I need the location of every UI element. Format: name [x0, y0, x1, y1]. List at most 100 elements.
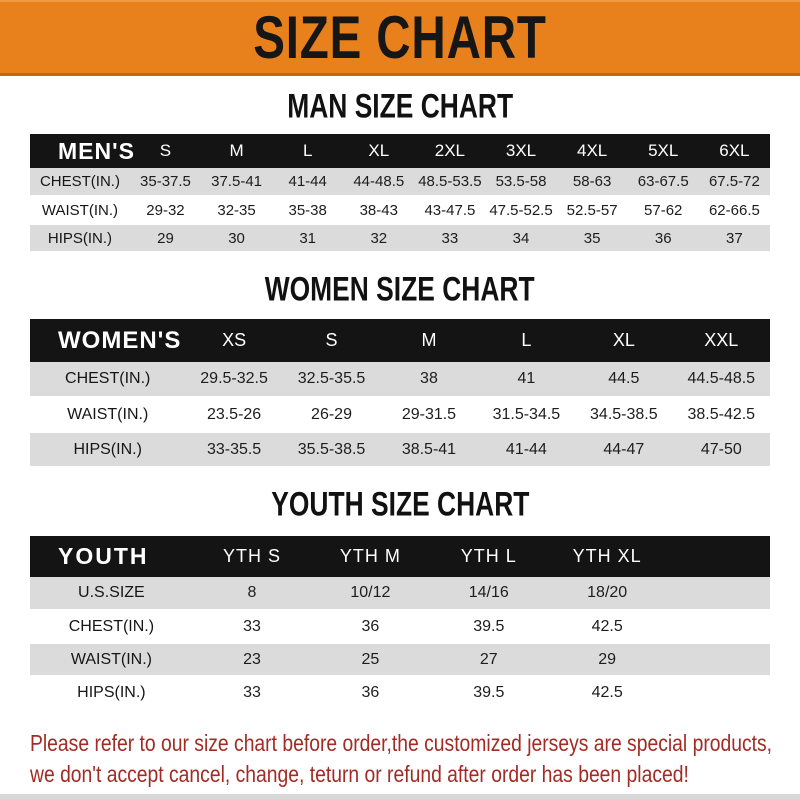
cell: 58-63: [556, 168, 628, 197]
cell: 38-43: [343, 196, 415, 225]
youth-col-header: YTH M: [311, 536, 430, 577]
spacer-cell: [666, 643, 770, 677]
cell: 32-35: [201, 196, 273, 225]
cell: 36: [311, 610, 430, 644]
cell: 26-29: [282, 397, 381, 433]
disclaimer: Please refer to our size chart before or…: [30, 728, 800, 790]
women-col-header: L: [477, 319, 576, 362]
cell: 42.5: [547, 610, 667, 644]
cell: 18/20: [547, 577, 667, 611]
cell: 23: [192, 643, 312, 677]
table-row: CHEST(IN.) 29.5-32.5 32.5-35.5 38 41 44.…: [30, 362, 770, 398]
cell: 39.5: [429, 610, 548, 644]
row-label: WAIST(IN.): [30, 643, 193, 677]
cell: 29: [547, 643, 667, 677]
cell: 32.5-35.5: [282, 362, 381, 398]
cell: 41-44: [272, 168, 344, 197]
men-col-header: 6XL: [698, 134, 770, 168]
row-label: HIPS(IN.): [30, 432, 186, 468]
cell: 47-50: [672, 432, 770, 468]
section-women: WOMEN SIZE CHART WOMEN'S XS S M L XL XXL: [0, 269, 800, 468]
cell: 33: [414, 224, 486, 253]
bottom-strip: [0, 794, 800, 800]
cell: 29-32: [129, 196, 202, 225]
youth-section-title: YOUTH SIZE CHART: [270, 484, 530, 523]
cell: 27: [429, 643, 548, 677]
banner-title: SIZE CHART: [253, 3, 547, 72]
banner: SIZE CHART: [0, 0, 800, 76]
cell: 44-48.5: [343, 168, 415, 197]
women-header-row: WOMEN'S XS S M L XL XXL: [30, 319, 770, 362]
cell: 44.5-48.5: [672, 362, 770, 398]
cell: 36: [627, 224, 699, 253]
row-label: CHEST(IN.): [30, 168, 130, 197]
women-title-wrap: WOMEN SIZE CHART: [0, 269, 800, 308]
women-size-table: WOMEN'S XS S M L XL XXL CHEST(IN.) 29.5-…: [30, 319, 770, 468]
cell: 35: [556, 224, 628, 253]
cell: 8: [192, 577, 312, 611]
table-row: HIPS(IN.) 33 36 39.5 42.5: [30, 676, 770, 710]
women-col-header: M: [380, 319, 478, 362]
cell: 38: [380, 362, 478, 398]
men-col-header: S: [129, 134, 202, 168]
spacer-cell: [666, 676, 770, 710]
women-section-title: WOMEN SIZE CHART: [265, 269, 535, 308]
cell: 25: [311, 643, 430, 677]
row-label: CHEST(IN.): [30, 610, 193, 644]
row-label: U.S.SIZE: [30, 577, 193, 611]
cell: 35-37.5: [129, 168, 202, 197]
cell: 33-35.5: [185, 432, 283, 468]
section-men: MAN SIZE CHART MEN'S S M L XL 2XL 3XL 4X…: [0, 86, 800, 253]
cell: 33: [192, 676, 312, 710]
cell: 38.5-41: [380, 432, 478, 468]
youth-table-label: YOUTH: [30, 536, 193, 577]
row-label: CHEST(IN.): [30, 362, 186, 398]
row-label: WAIST(IN.): [30, 397, 186, 433]
cell: 32: [343, 224, 415, 253]
youth-size-table: YOUTH YTH S YTH M YTH L YTH XL U.S.SIZE …: [30, 536, 770, 710]
spacer-cell: [666, 577, 770, 611]
cell: 23.5-26: [185, 397, 283, 433]
men-col-header: 4XL: [556, 134, 628, 168]
youth-col-header: YTH L: [429, 536, 548, 577]
table-row: CHEST(IN.) 35-37.5 37.5-41 41-44 44-48.5…: [30, 168, 770, 197]
table-row: WAIST(IN.) 23 25 27 29: [30, 643, 770, 677]
men-col-header: 5XL: [627, 134, 699, 168]
table-row: CHEST(IN.) 33 36 39.5 42.5: [30, 610, 770, 644]
cell: 41: [477, 362, 576, 398]
section-youth: YOUTH SIZE CHART YOUTH YTH S YTH M YTH L…: [0, 484, 800, 710]
men-section-title: MAN SIZE CHART: [287, 86, 513, 125]
cell: 14/16: [429, 577, 548, 611]
cell: 63-67.5: [627, 168, 699, 197]
men-table-label: MEN'S: [30, 134, 134, 168]
cell: 38.5-42.5: [672, 397, 770, 433]
cell: 29-31.5: [380, 397, 478, 433]
cell: 33: [192, 610, 312, 644]
cell: 43-47.5: [414, 196, 486, 225]
spacer-cell: [666, 610, 770, 644]
cell: 31.5-34.5: [477, 397, 576, 433]
youth-header-row: YOUTH YTH S YTH M YTH L YTH XL: [30, 536, 770, 577]
spacer-cell: [666, 536, 770, 577]
row-label: HIPS(IN.): [30, 224, 130, 253]
table-row: HIPS(IN.) 29 30 31 32 33 34 35 36 37: [30, 224, 770, 253]
cell: 29.5-32.5: [185, 362, 283, 398]
men-col-header: L: [272, 134, 344, 168]
cell: 41-44: [477, 432, 576, 468]
women-table-label: WOMEN'S: [30, 319, 186, 362]
women-col-header: XXL: [672, 319, 770, 362]
women-col-header: XS: [185, 319, 283, 362]
cell: 39.5: [429, 676, 548, 710]
cell: 67.5-72: [698, 168, 770, 197]
cell: 34: [485, 224, 557, 253]
cell: 35.5-38.5: [282, 432, 381, 468]
cell: 30: [201, 224, 273, 253]
cell: 47.5-52.5: [485, 196, 557, 225]
cell: 42.5: [547, 676, 667, 710]
cell: 37: [698, 224, 770, 253]
disclaimer-line-2: we don't accept cancel, change, teturn o…: [30, 761, 689, 787]
men-col-header: M: [201, 134, 273, 168]
table-row: HIPS(IN.) 33-35.5 35.5-38.5 38.5-41 41-4…: [30, 432, 770, 468]
youth-title-wrap: YOUTH SIZE CHART: [0, 484, 800, 523]
